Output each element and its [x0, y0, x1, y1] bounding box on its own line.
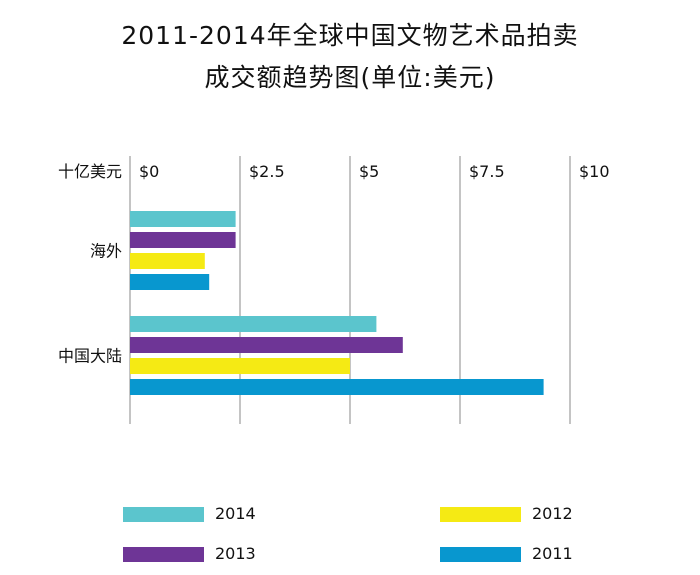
chart-title-line1: 2011-2014年全球中国文物艺术品拍卖: [121, 21, 579, 50]
legend-label-2012: 2012: [532, 504, 573, 523]
bar-2013-mainland: [130, 337, 403, 353]
legend-label-2011: 2011: [532, 544, 573, 563]
bar-2011-mainland: [130, 379, 544, 395]
x-tick-label: $0: [139, 162, 159, 181]
x-tick-label: $2.5: [249, 162, 285, 181]
chart-title-line2: 成交额趋势图(单位:美元): [204, 63, 496, 92]
unit-label: 十亿美元: [58, 162, 122, 181]
legend-swatch-2013: [123, 547, 204, 562]
bar-2012-overseas: [130, 253, 205, 269]
category-label: 中国大陆: [58, 347, 122, 366]
x-tick-label: $5: [359, 162, 379, 181]
bar-2012-mainland: [130, 358, 350, 374]
legend-label-2013: 2013: [215, 544, 256, 563]
x-tick-label: $7.5: [469, 162, 505, 181]
bar-2013-overseas: [130, 232, 236, 248]
bar-2011-overseas: [130, 274, 210, 290]
legend-swatch-2012: [440, 507, 521, 522]
legend-swatch-2011: [440, 547, 521, 562]
bar-2014-mainland: [130, 316, 377, 332]
bar-2014-overseas: [130, 211, 236, 227]
legend-label-2014: 2014: [215, 504, 256, 523]
x-tick-label: $10: [579, 162, 610, 181]
category-label: 海外: [90, 242, 122, 261]
legend-swatch-2014: [123, 507, 204, 522]
